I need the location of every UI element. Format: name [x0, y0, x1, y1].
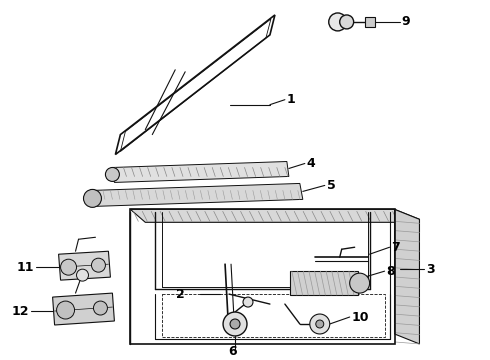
Circle shape	[92, 258, 105, 272]
Text: 4: 4	[307, 157, 316, 170]
Circle shape	[223, 312, 247, 336]
Circle shape	[329, 13, 347, 31]
Polygon shape	[290, 271, 358, 295]
Circle shape	[310, 314, 330, 334]
Circle shape	[76, 269, 89, 281]
Text: 12: 12	[11, 305, 29, 318]
Polygon shape	[52, 293, 114, 325]
Text: 11: 11	[16, 261, 34, 274]
Circle shape	[340, 15, 354, 29]
Circle shape	[61, 259, 76, 275]
Circle shape	[350, 273, 369, 293]
Polygon shape	[93, 184, 303, 206]
Text: 5: 5	[327, 179, 336, 192]
Circle shape	[316, 320, 324, 328]
Text: 10: 10	[352, 311, 369, 324]
Text: 9: 9	[401, 15, 410, 28]
Text: 3: 3	[426, 263, 435, 276]
Text: 6: 6	[228, 345, 237, 359]
Polygon shape	[130, 210, 419, 232]
Polygon shape	[394, 210, 419, 344]
Circle shape	[230, 319, 240, 329]
Polygon shape	[112, 162, 289, 183]
Text: 8: 8	[387, 265, 395, 278]
Circle shape	[94, 301, 107, 315]
Bar	[365, 17, 374, 27]
Circle shape	[83, 189, 101, 207]
Circle shape	[105, 167, 120, 181]
Text: 7: 7	[392, 241, 400, 254]
Text: 1: 1	[287, 93, 295, 106]
Text: 2: 2	[176, 288, 185, 301]
Circle shape	[56, 301, 74, 319]
Circle shape	[243, 297, 253, 307]
Polygon shape	[59, 251, 110, 280]
